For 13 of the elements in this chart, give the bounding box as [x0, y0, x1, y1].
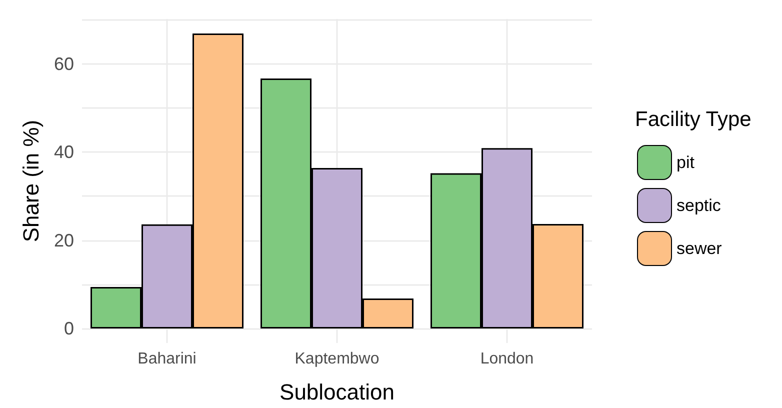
legend-title: Facility Type: [635, 108, 752, 131]
y-tick-label: 20: [54, 230, 74, 250]
x-tick-label: Kaptembwo: [294, 350, 380, 368]
y-tick-label: 60: [54, 54, 74, 74]
y-axis-title: Share (in %): [18, 120, 44, 242]
x-tick-label: London: [480, 350, 534, 368]
x-axis-title: Sublocation: [280, 380, 394, 404]
legend-label: sewer: [676, 239, 722, 258]
x-tick-label: Baharini: [138, 350, 196, 368]
legend-label: pit: [676, 153, 695, 172]
y-tick-label: 40: [54, 142, 74, 162]
legend-label: septic: [676, 196, 722, 215]
y-tick-label: 0: [64, 318, 74, 338]
